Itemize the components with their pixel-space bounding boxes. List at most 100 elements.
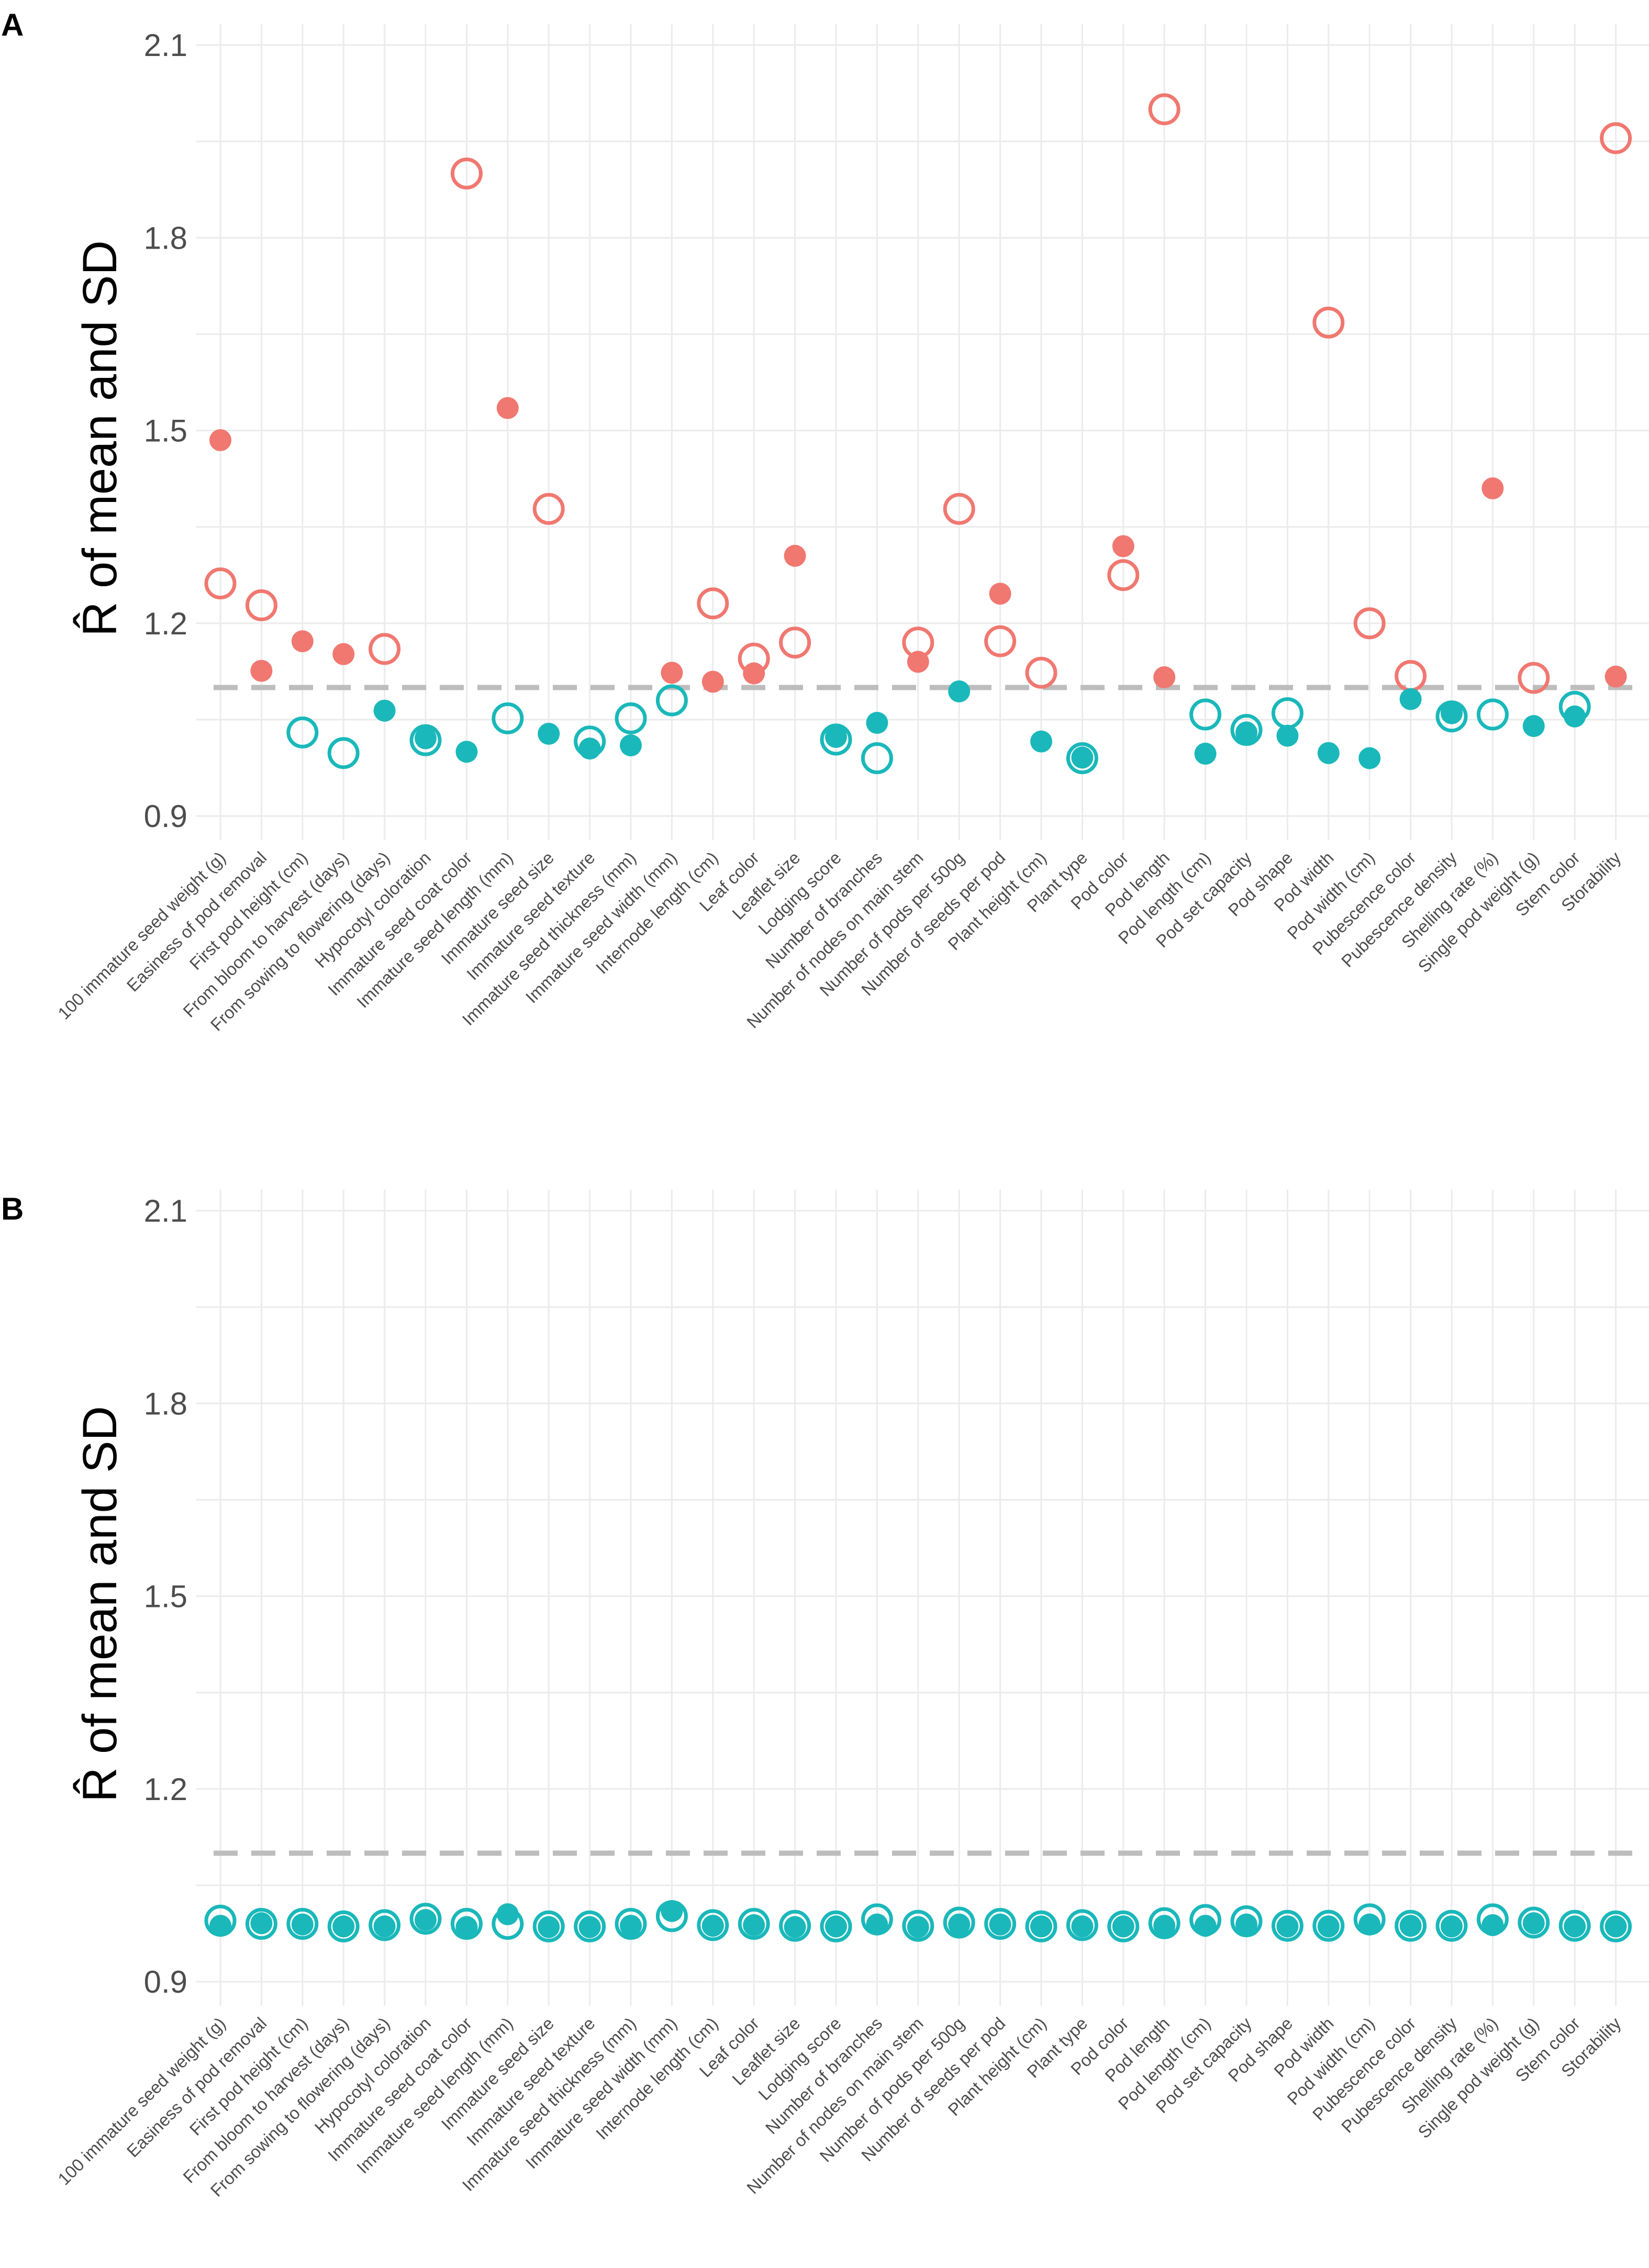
mean-point	[620, 1915, 642, 1937]
sd-point	[1518, 662, 1550, 694]
sd-point	[1189, 698, 1222, 731]
sd-point	[1025, 1910, 1057, 1942]
mean-point	[291, 630, 314, 653]
mean-point	[948, 680, 971, 702]
sd-point	[204, 567, 237, 600]
sd-point	[286, 716, 319, 748]
mean-point	[1605, 665, 1627, 688]
mean-point	[1441, 1915, 1463, 1938]
panel-label-b: B	[1, 1191, 24, 1226]
mean-point	[538, 722, 560, 745]
sd-point	[779, 1909, 811, 1942]
mean-point	[538, 1916, 560, 1938]
mean-point	[250, 1912, 273, 1935]
mean-point	[578, 738, 601, 760]
sd-point	[1066, 1909, 1098, 1941]
mean-point	[1441, 702, 1463, 724]
y-tick-label: 0.9	[144, 1964, 187, 1999]
mean-point	[1235, 1913, 1257, 1936]
sd-point	[245, 589, 277, 621]
y-tick-label: 1.8	[144, 220, 187, 255]
sd-point	[1395, 1909, 1427, 1942]
y-axis-label: R̂ of mean and SD	[73, 1406, 127, 1802]
sd-point	[1148, 1907, 1180, 1939]
mean-point	[1153, 1915, 1176, 1937]
gridlines-a	[196, 24, 1649, 840]
y-tick-label: 1.5	[144, 414, 187, 449]
mean-point	[1399, 1915, 1422, 1937]
sd-point	[369, 633, 401, 665]
mean-point	[1522, 1912, 1545, 1935]
sd-point	[1230, 714, 1263, 746]
sd-point	[655, 684, 688, 717]
gridlines-b	[196, 1190, 1649, 2006]
sd-point	[1476, 698, 1509, 731]
mean-point	[1564, 705, 1586, 728]
mean-point	[373, 1915, 396, 1938]
mean-point	[784, 544, 806, 567]
mean-point	[1030, 730, 1052, 753]
y-tick-label: 2.1	[144, 1193, 187, 1228]
sd-point	[574, 1910, 606, 1942]
mean-point	[701, 671, 724, 693]
y-tick-label: 0.9	[144, 799, 187, 834]
sd-point	[984, 625, 1017, 657]
mean-point	[1235, 721, 1257, 744]
mean-point	[825, 726, 847, 748]
mean-point	[250, 660, 273, 682]
mean-point	[620, 734, 642, 756]
mean-point	[209, 429, 231, 451]
sd-point	[1558, 1909, 1591, 1942]
points-b	[204, 1900, 1632, 1942]
sd-point	[327, 737, 360, 769]
mean-point	[496, 1903, 519, 1926]
mean-point	[866, 1913, 888, 1936]
sd-point	[943, 493, 975, 525]
mean-point	[1358, 1913, 1381, 1936]
y-tick-label: 2.1	[144, 28, 187, 63]
mean-point	[701, 1915, 724, 1937]
sd-point	[697, 587, 729, 620]
y-tick-label: 1.8	[144, 1386, 187, 1421]
sd-point	[1600, 122, 1632, 154]
mean-point	[1358, 747, 1381, 769]
sd-point	[409, 724, 442, 756]
sd-point	[369, 1909, 401, 1941]
mean-point	[1276, 1915, 1299, 1938]
mean-point	[455, 741, 478, 763]
mean-point	[907, 1916, 929, 1938]
sd-point	[492, 702, 524, 734]
sd-point	[1066, 742, 1098, 775]
mean-point	[989, 1913, 1011, 1936]
sd-point	[245, 1908, 277, 1940]
points-a	[204, 93, 1632, 775]
sd-point	[1107, 559, 1140, 591]
sd-point	[286, 1908, 319, 1940]
mean-point	[455, 1916, 478, 1938]
mean-point	[866, 712, 888, 734]
sd-point	[697, 1909, 729, 1941]
mean-point	[415, 1909, 437, 1931]
mean-point	[784, 1916, 806, 1938]
mean-point	[332, 1915, 355, 1938]
mean-point	[578, 1916, 601, 1938]
mean-point	[825, 1915, 847, 1938]
sd-point	[738, 1908, 770, 1940]
sd-point	[1435, 1909, 1468, 1942]
sd-point	[1271, 1909, 1303, 1942]
mean-point	[1481, 477, 1504, 499]
y-axis-label: R̂ of mean and SD	[73, 240, 127, 636]
sd-point	[450, 158, 483, 189]
mean-point	[415, 727, 437, 750]
sd-point	[1312, 306, 1345, 339]
mean-point	[1522, 715, 1545, 738]
sd-point	[327, 1910, 360, 1942]
sd-point	[902, 1909, 934, 1942]
mean-point	[907, 651, 929, 673]
sd-point	[861, 742, 893, 775]
mean-point	[373, 699, 396, 722]
sd-point	[1312, 1909, 1345, 1942]
y-tick-label: 1.2	[144, 1772, 187, 1807]
